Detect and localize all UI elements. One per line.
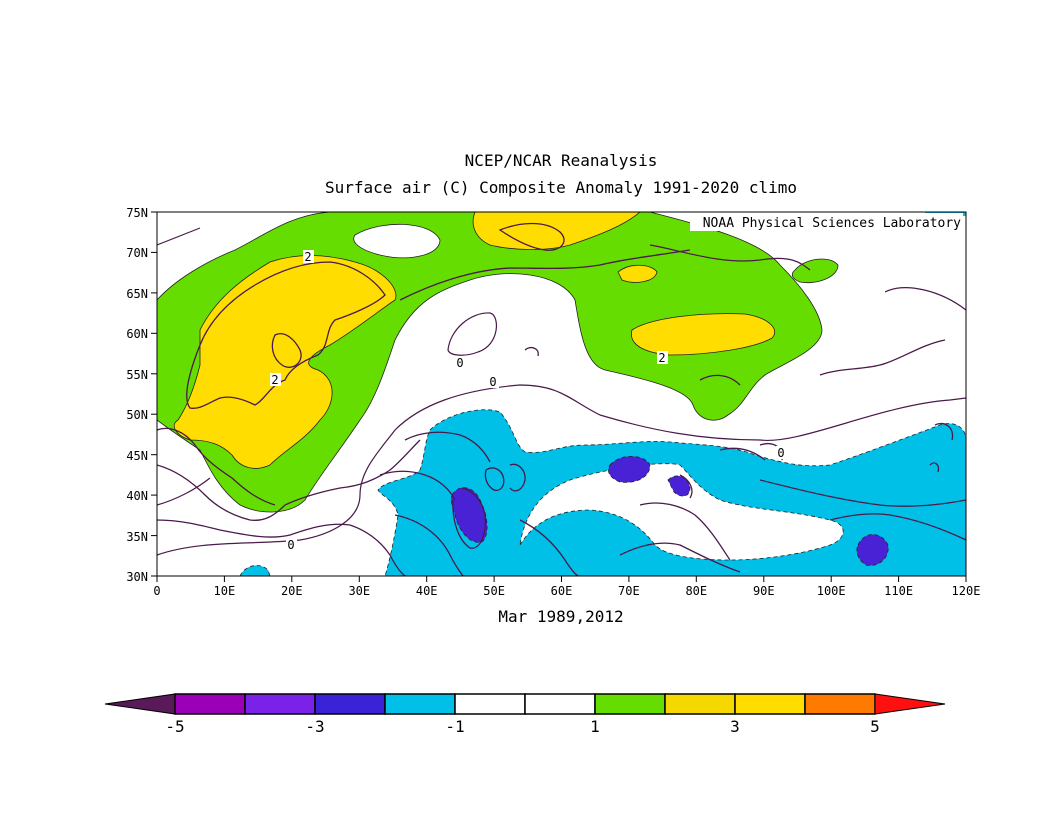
lat-tick-label: 65N xyxy=(126,287,148,301)
map-panel xyxy=(157,212,966,576)
colorbar-high-arrow xyxy=(874,693,946,715)
contour-label-0-a: 0 xyxy=(456,356,463,370)
neutral-patch-north xyxy=(353,223,441,259)
lat-tick-label: 75N xyxy=(126,206,148,220)
lon-tick-label: 20E xyxy=(281,584,303,598)
lon-tick-label: 70E xyxy=(618,584,640,598)
colorbar-segment xyxy=(384,693,456,715)
colorbar-segment xyxy=(664,693,736,715)
lat-tick-label: 40N xyxy=(126,489,148,503)
longitude-axis xyxy=(156,576,967,582)
colorbar-segment xyxy=(314,693,386,715)
lon-tick-label: 40E xyxy=(416,584,438,598)
coastlines xyxy=(157,222,966,576)
zero-contours xyxy=(157,227,966,556)
contour-label-0-c: 0 xyxy=(777,446,784,460)
lon-tick-label: 50E xyxy=(483,584,505,598)
lat-tick-label: 60N xyxy=(126,327,148,341)
strong-cool-region-east xyxy=(856,534,889,566)
subtitle: Mar 1989,2012 xyxy=(498,607,623,626)
lon-tick-label: 90E xyxy=(753,584,775,598)
contour-labels: 2 2 2 0 0 0 0 xyxy=(270,250,787,552)
colorbar-segment xyxy=(524,693,596,715)
colorbar-label: 3 xyxy=(730,717,740,736)
contour-label-2-a: 2 xyxy=(304,250,311,264)
longitude-labels: 0 10E 20E 30E 40E 50E 60E 70E 80E 90E 10… xyxy=(153,584,980,598)
lon-tick-label: 10E xyxy=(214,584,236,598)
colorbar-segment xyxy=(174,693,246,715)
colorbar-low-arrow xyxy=(104,693,176,715)
colorbar-segment xyxy=(454,693,526,715)
latitude-axis xyxy=(151,211,157,577)
strong-cool-region-small xyxy=(667,475,691,497)
lat-tick-label: 30N xyxy=(126,570,148,584)
latitude-labels: 75N 70N 65N 60N 55N 50N 45N 40N 35N 30N xyxy=(126,206,148,584)
colorbar xyxy=(104,693,946,715)
contour-label-2-b: 2 xyxy=(271,373,278,387)
hot-anomaly-region-arctic xyxy=(472,212,641,250)
lat-tick-label: 55N xyxy=(126,368,148,382)
lat-tick-label: 35N xyxy=(126,530,148,544)
colorbar-label: 1 xyxy=(590,717,600,736)
credit-box xyxy=(690,213,963,231)
colorbar-segment xyxy=(734,693,806,715)
lon-tick-label: 30E xyxy=(348,584,370,598)
contour-label-0-b: 0 xyxy=(489,375,496,389)
colorbar-label: -3 xyxy=(305,717,324,736)
title-line-1: NCEP/NCAR Reanalysis xyxy=(465,151,658,170)
colorbar-segment xyxy=(594,693,666,715)
lon-tick-label: 80E xyxy=(685,584,707,598)
strong-cool-region-caspian xyxy=(450,487,488,543)
colorbar-label: -5 xyxy=(165,717,184,736)
title-line-2: Surface air (C) Composite Anomaly 1991-2… xyxy=(325,178,797,197)
lat-tick-label: 50N xyxy=(126,408,148,422)
colorbar-labels: -5 -3 -1 1 3 5 xyxy=(165,717,879,736)
hot-anomaly-region-small xyxy=(617,264,658,283)
contour-label-0-d: 0 xyxy=(287,538,294,552)
lon-tick-label: 100E xyxy=(817,584,846,598)
colorbar-label: -1 xyxy=(445,717,464,736)
lon-tick-label: 110E xyxy=(884,584,913,598)
lat-tick-label: 45N xyxy=(126,449,148,463)
colorbar-segment xyxy=(244,693,316,715)
lat-tick-label: 70N xyxy=(126,246,148,260)
cool-anomaly-region-west xyxy=(239,565,271,576)
colorbar-segment xyxy=(804,693,876,715)
lon-tick-label: 120E xyxy=(952,584,981,598)
colorbar-label: 5 xyxy=(870,717,880,736)
contour-label-2-c: 2 xyxy=(658,351,665,365)
lon-tick-label: 60E xyxy=(551,584,573,598)
strong-cool-region-central xyxy=(608,455,651,483)
credit-text: NOAA Physical Sciences Laboratory xyxy=(703,216,961,231)
lon-tick-label: 0 xyxy=(153,584,160,598)
